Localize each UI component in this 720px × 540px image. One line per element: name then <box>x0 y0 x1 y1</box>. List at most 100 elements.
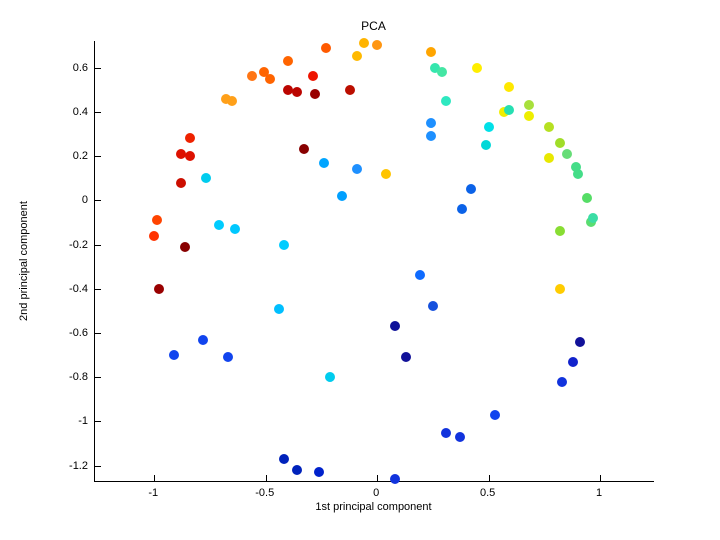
scatter-point <box>336 190 347 201</box>
scatter-point <box>503 82 514 93</box>
scatter-point <box>176 177 187 188</box>
scatter-point <box>345 84 356 95</box>
scatter-point <box>227 95 238 106</box>
scatter-point <box>425 47 436 58</box>
scatter-point <box>176 148 187 159</box>
scatter-point <box>425 117 436 128</box>
y-axis-tick <box>95 200 101 202</box>
chart-title: PCA <box>361 19 386 33</box>
scatter-point <box>307 71 318 82</box>
scatter-point <box>309 89 320 100</box>
scatter-point <box>352 164 363 175</box>
x-axis-tick <box>377 475 379 481</box>
scatter-point <box>180 241 191 252</box>
scatter-point <box>352 51 363 62</box>
scatter-point <box>414 270 425 281</box>
scatter-point <box>568 356 579 367</box>
scatter-point <box>372 40 383 51</box>
y-axis-tick <box>95 421 101 423</box>
scatter-point <box>265 73 276 84</box>
scatter-point <box>283 55 294 66</box>
plot-area <box>94 38 654 484</box>
scatter-point <box>441 95 452 106</box>
y-tick-label: -0.8 <box>69 371 88 384</box>
scatter-point <box>220 93 231 104</box>
scatter-point <box>198 334 209 345</box>
scatter-point <box>358 38 369 49</box>
scatter-point <box>554 283 565 294</box>
scatter-point <box>575 336 585 347</box>
scatter-point <box>149 230 160 241</box>
scatter-point <box>200 173 211 184</box>
scatter-point <box>291 465 302 476</box>
scatter-point <box>381 168 392 179</box>
scatter-point <box>554 137 565 148</box>
y-tick-label: -0.4 <box>69 282 88 295</box>
scatter-point <box>523 100 534 111</box>
y-axis-tick <box>95 465 101 467</box>
scatter-point <box>153 283 164 294</box>
scatter-point <box>523 111 534 122</box>
scatter-point <box>320 42 331 53</box>
y-tick-label: -0.2 <box>69 238 88 251</box>
y-axis-label: 2nd principal component <box>18 201 30 321</box>
x-axis-tick <box>154 475 156 481</box>
scatter-point <box>184 133 195 144</box>
x-tick-label: 1 <box>595 487 603 499</box>
scatter-point <box>430 62 441 73</box>
x-tick-label: -1 <box>148 487 159 499</box>
scatter-point <box>570 162 581 173</box>
scatter-point <box>543 122 554 133</box>
y-axis-tick <box>95 244 101 246</box>
y-tick-label: 0.4 <box>72 105 88 118</box>
scatter-point <box>503 104 514 115</box>
x-tick-label: 0.5 <box>479 487 496 499</box>
scatter-point <box>213 219 224 230</box>
scatter-point <box>483 122 494 133</box>
x-tick-label: -0.5 <box>255 487 275 499</box>
y-axis-tick <box>95 288 101 290</box>
x-axis-tick <box>488 475 490 481</box>
scatter-point <box>278 454 289 465</box>
scatter-point <box>572 168 583 179</box>
y-tick-label: 0 <box>81 194 88 207</box>
scatter-point <box>561 148 572 159</box>
scatter-point <box>274 303 285 314</box>
scatter-point <box>481 139 492 150</box>
scatter-point <box>490 409 501 420</box>
scatter-point <box>581 193 592 204</box>
scatter-point <box>454 431 465 442</box>
scatter-point <box>390 321 400 332</box>
scatter-point <box>229 224 240 235</box>
scatter-point <box>258 66 269 77</box>
scatter-point <box>325 372 336 383</box>
scatter-point <box>151 215 162 226</box>
scatter-point <box>472 62 483 73</box>
y-axis-tick <box>95 333 101 334</box>
scatter-point <box>465 184 476 195</box>
scatter-point <box>456 204 467 215</box>
x-tick-label: 0 <box>373 487 380 499</box>
y-axis-tick <box>95 156 101 158</box>
scatter-point <box>278 239 289 250</box>
scatter-point <box>554 226 565 237</box>
y-axis-tick <box>95 377 101 379</box>
scatter-point <box>291 86 302 97</box>
scatter-point <box>441 427 452 438</box>
x-axis-label: 1st principal component <box>315 501 432 513</box>
scatter-point <box>298 144 309 155</box>
x-axis-tick <box>600 475 602 481</box>
y-tick-label: -0.6 <box>69 327 88 339</box>
scatter-point <box>247 71 258 82</box>
scatter-point <box>425 131 436 142</box>
scatter-point <box>557 376 568 387</box>
scatter-point <box>222 352 233 363</box>
y-tick-label: -1.2 <box>69 459 88 472</box>
scatter-point <box>401 352 412 363</box>
y-tick-label: 0.6 <box>72 61 88 74</box>
y-axis-tick <box>95 67 101 69</box>
x-axis-tick <box>265 475 267 481</box>
y-tick-label: 0.2 <box>72 150 88 163</box>
y-tick-label: -1 <box>78 415 88 428</box>
